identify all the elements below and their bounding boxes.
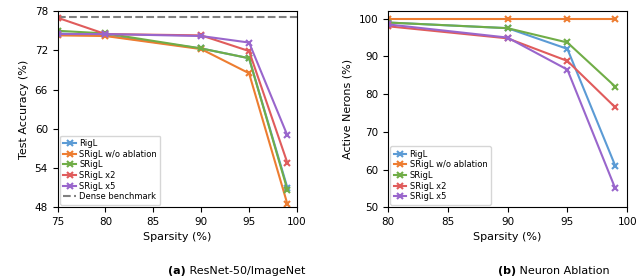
SRigL w/o ablation xyxy=(504,17,511,20)
Line: SRigL: SRigL xyxy=(54,27,291,193)
Line: RigL: RigL xyxy=(385,19,619,169)
SRigL w/o ablation xyxy=(564,17,572,20)
Line: SRigL w/o ablation: SRigL w/o ablation xyxy=(385,15,619,22)
RigL xyxy=(54,32,61,35)
SRigL x5 xyxy=(384,23,392,26)
Y-axis label: Active Nerons (%): Active Nerons (%) xyxy=(343,59,353,159)
SRigL x2 xyxy=(102,32,109,36)
SRigL xyxy=(54,29,61,32)
SRigL xyxy=(245,57,253,60)
SRigL xyxy=(284,188,291,191)
Line: SRigL: SRigL xyxy=(385,19,619,90)
SRigL x5 xyxy=(245,41,253,44)
SRigL w/o ablation xyxy=(102,34,109,38)
SRigL x2 xyxy=(384,25,392,28)
RigL xyxy=(245,57,253,60)
SRigL x2 xyxy=(611,106,619,109)
Line: SRigL x2: SRigL x2 xyxy=(385,23,619,111)
SRigL x5 xyxy=(564,68,572,71)
SRigL w/o ablation xyxy=(284,202,291,206)
SRigL x5 xyxy=(102,32,109,36)
X-axis label: Sparsity (%): Sparsity (%) xyxy=(143,232,211,242)
SRigL xyxy=(197,47,205,50)
SRigL xyxy=(611,85,619,88)
Legend: RigL, SRigL w/o ablation, SRigL, SRigL x2, SRigL x5, Dense benchmark: RigL, SRigL w/o ablation, SRigL, SRigL x… xyxy=(60,136,161,205)
RigL xyxy=(564,47,572,51)
Line: SRigL x5: SRigL x5 xyxy=(54,31,291,139)
Line: SRigL w/o ablation: SRigL w/o ablation xyxy=(54,32,291,207)
SRigL x2 xyxy=(504,37,511,40)
SRigL x5 xyxy=(284,134,291,137)
RigL xyxy=(284,186,291,189)
SRigL xyxy=(102,32,109,35)
SRigL x5 xyxy=(611,187,619,190)
SRigL x2 xyxy=(54,16,61,19)
SRigL x5 xyxy=(54,32,61,36)
Y-axis label: Test Accuracy (%): Test Accuracy (%) xyxy=(19,60,29,159)
SRigL w/o ablation xyxy=(197,47,205,51)
SRigL xyxy=(564,41,572,44)
RigL xyxy=(102,34,109,37)
RigL xyxy=(384,21,392,24)
Text: (b): (b) xyxy=(499,266,516,276)
Line: SRigL x5: SRigL x5 xyxy=(385,21,619,192)
Text: (a): (a) xyxy=(168,266,186,276)
SRigL x5 xyxy=(504,36,511,39)
SRigL w/o ablation xyxy=(611,17,619,20)
SRigL xyxy=(504,27,511,30)
SRigL x2 xyxy=(564,59,572,63)
SRigL w/o ablation xyxy=(384,17,392,20)
Line: RigL: RigL xyxy=(54,30,291,191)
RigL xyxy=(611,164,619,167)
SRigL xyxy=(384,21,392,24)
Line: SRigL x2: SRigL x2 xyxy=(54,14,291,166)
RigL xyxy=(504,27,511,30)
SRigL w/o ablation xyxy=(54,34,61,37)
RigL xyxy=(197,47,205,50)
SRigL x5 xyxy=(197,34,205,38)
X-axis label: Sparsity (%): Sparsity (%) xyxy=(474,232,541,242)
Text: ResNet-50/ImageNet: ResNet-50/ImageNet xyxy=(186,266,305,276)
SRigL x2 xyxy=(245,49,253,53)
SRigL x2 xyxy=(197,34,205,37)
SRigL w/o ablation xyxy=(245,72,253,75)
Legend: RigL, SRigL w/o ablation, SRigL, SRigL x2, SRigL x5: RigL, SRigL w/o ablation, SRigL, SRigL x… xyxy=(390,146,491,205)
SRigL x2 xyxy=(284,161,291,164)
Text: Neuron Ablation: Neuron Ablation xyxy=(516,266,610,276)
